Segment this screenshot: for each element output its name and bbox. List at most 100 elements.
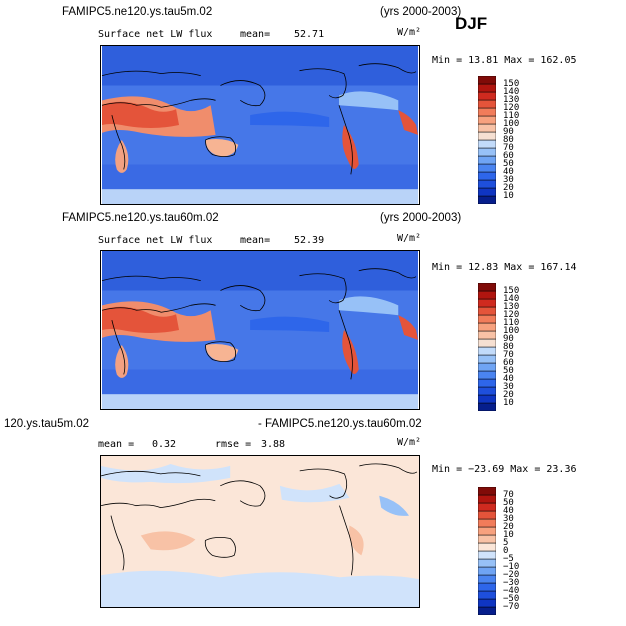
panel3-colorbar [478,487,496,615]
panel1-variable: Surface net LW flux [98,29,213,40]
colorbar-tick-label: 10 [503,530,514,540]
colorbar-segment [478,378,496,388]
panel2-years: (yrs 2000-2003) [380,212,462,224]
season-label: DJF [455,14,488,33]
colorbar-tick-label: −5 [503,554,514,564]
colorbar-tick-label: 0 [503,546,509,556]
panel2-mean-label: mean= [240,235,271,246]
colorbar-tick-label: 80 [503,342,514,352]
colorbar-tick-label: 70 [503,143,514,153]
colorbar-segment [478,83,496,93]
colorbar-tick-label: 30 [503,382,514,392]
colorbar-tick-label: 40 [503,167,514,177]
colorbar-tick-label: 120 [503,103,520,113]
colorbar-segment [478,163,496,173]
panel2-map [100,250,420,410]
panel3-mean-value: 0.32 [152,439,177,450]
colorbar-segment [478,346,496,356]
colorbar-tick-label: 30 [503,514,514,524]
colorbar-segment [478,502,496,512]
panel3-rmse-value: 3.88 [261,439,286,450]
colorbar-tick-label: 70 [503,490,514,500]
colorbar-segment [478,338,496,348]
colorbar-segment [478,155,496,165]
colorbar-segment [478,107,496,117]
colorbar-segment [478,510,496,520]
panel1-years: (yrs 2000-2003) [380,6,462,18]
colorbar-tick-label: 20 [503,183,514,193]
colorbar-segment [478,487,496,496]
colorbar-segment [478,574,496,584]
panel3-units: W/m² [397,437,422,448]
panel3-case-title-right: - FAMIPC5.ne120.ys.tau60m.02 [258,418,422,430]
colorbar-segment [478,518,496,528]
sahara-hot [102,101,180,128]
panel1-colorbar [478,76,496,204]
colorbar-tick-label: 150 [503,79,520,89]
colorbar-segment [478,362,496,372]
panel1-case-title: FAMIPC5.ne120.ys.tau5m.02 [62,6,213,18]
colorbar-segment [478,314,496,324]
colorbar-segment [478,76,496,85]
colorbar-segment [478,147,496,157]
colorbar-segment [478,590,496,600]
colorbar-tick-label: 40 [503,374,514,384]
colorbar-tick-label: 10 [503,191,514,201]
colorbar-tick-label: 5 [503,538,509,548]
panel3-colorbar-svg [478,487,496,615]
colorbar-segment [478,542,496,552]
colorbar-tick-label: −20 [503,570,520,580]
panel1-map-svg [101,46,418,204]
diff-neg-3 [379,495,410,516]
pacific-band [250,111,330,127]
antarctic-band [102,189,418,204]
colorbar-tick-label: 50 [503,159,514,169]
colorbar-segment [478,394,496,404]
colorbar-tick-label: 80 [503,135,514,145]
panel2-colorbar-svg [478,283,496,411]
colorbar-segment [478,370,496,380]
colorbar-tick-label: 130 [503,302,520,312]
w-africa-edge [398,315,418,340]
panel2-variable: Surface net LW flux [98,235,213,246]
colorbar-tick-label: 90 [503,127,514,137]
coastlines [101,63,417,175]
colorbar-segment [478,354,496,364]
northern-band [102,46,418,86]
colorbar-tick-label: 130 [503,95,520,105]
colorbar-segment [478,330,496,340]
colorbar-tick-label: 50 [503,498,514,508]
colorbar-tick-label: 90 [503,334,514,344]
atlantic-mid [339,91,399,111]
colorbar-tick-label: 70 [503,350,514,360]
colorbar-segment [478,550,496,560]
panel1-colorbar-svg [478,76,496,204]
colorbar-tick-label: 20 [503,390,514,400]
panel2-map-svg [101,251,418,409]
s-america-hot [342,125,359,169]
w-africa-edge [398,110,418,135]
pacific-band [250,316,330,332]
colorbar-segment [478,123,496,133]
australia-hot [205,344,239,362]
panel3-minmax: Min = −23.69 Max = 23.36 [432,464,577,475]
colorbar-segment [478,598,496,608]
colorbar-segment [478,582,496,592]
panel2-units: W/m² [397,233,422,244]
colorbar-tick-label: 50 [503,366,514,376]
colorbar-tick-label: −50 [503,594,520,604]
panel3-mean-label: mean = [98,439,135,450]
colorbar-segment [478,139,496,149]
coastlines [101,268,417,380]
colorbar-segment [478,606,496,615]
panel3-map [100,455,420,608]
colorbar-tick-label: −70 [503,602,520,612]
colorbar-tick-label: −40 [503,586,520,596]
colorbar-segment [478,179,496,189]
colorbar-segment [478,171,496,181]
panel2-colorbar [478,283,496,411]
panel1-mean-label: mean= [240,29,271,40]
colorbar-tick-label: 120 [503,310,520,320]
diff-neg-south [101,570,419,607]
colorbar-segment [478,99,496,109]
